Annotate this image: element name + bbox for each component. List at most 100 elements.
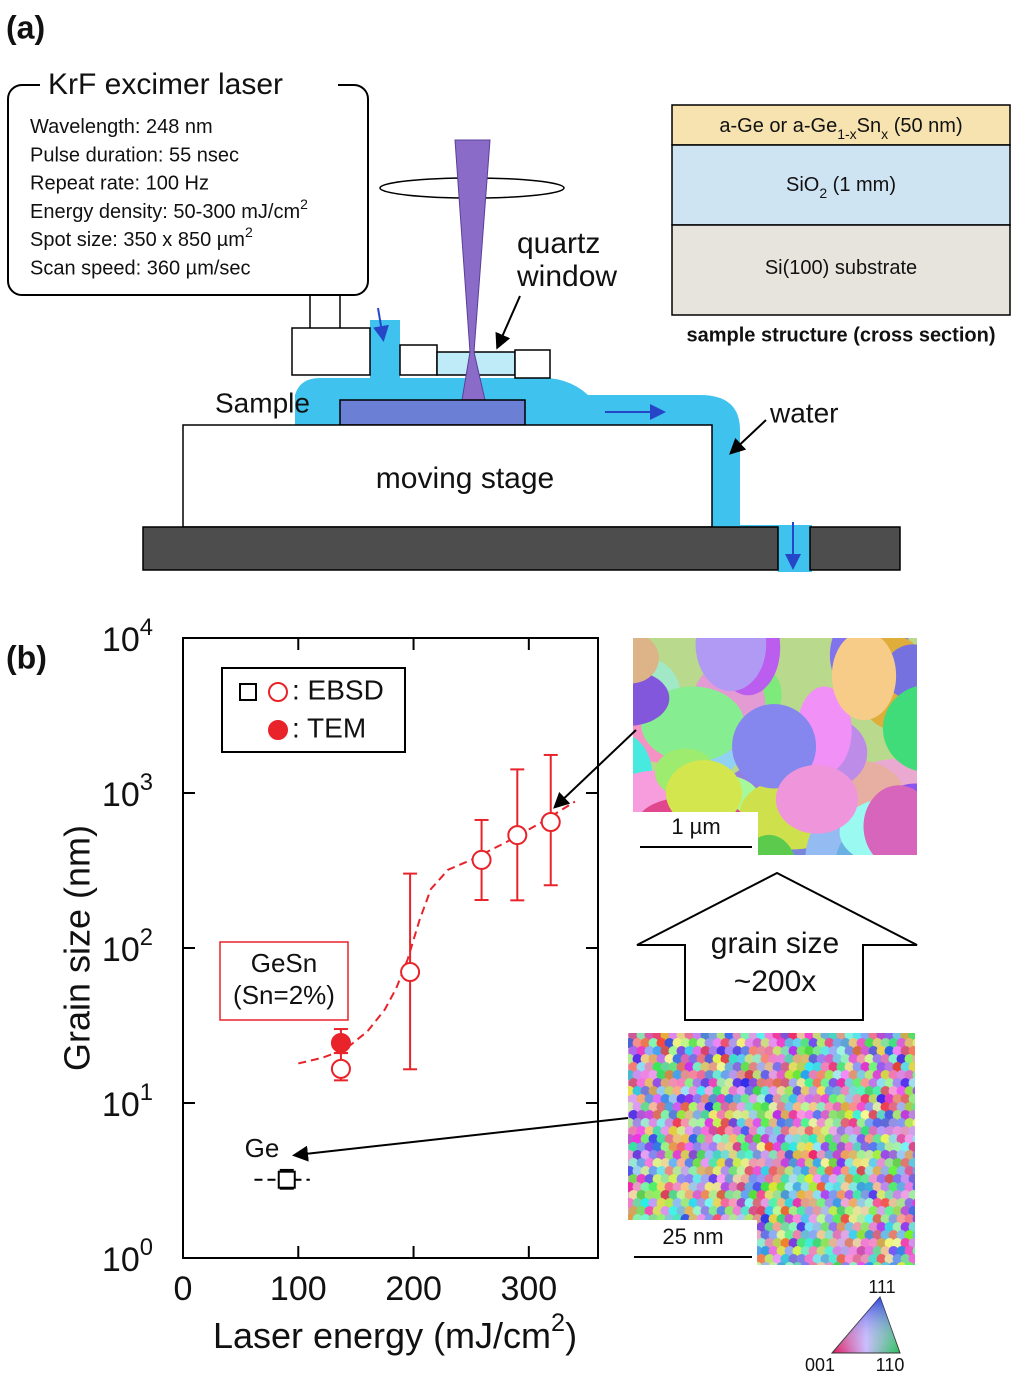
- grain: [896, 1246, 907, 1256]
- grain: [840, 1070, 851, 1080]
- grain: [712, 1038, 723, 1048]
- grain: [844, 1158, 855, 1168]
- grain: [776, 1166, 787, 1176]
- grain: [888, 1182, 899, 1192]
- grain: [848, 1118, 859, 1128]
- grain: [692, 1078, 703, 1088]
- grain: [756, 1062, 767, 1072]
- grain: [804, 1174, 815, 1184]
- grain: [712, 1198, 723, 1208]
- grain: [832, 1054, 843, 1064]
- grain: [784, 1150, 795, 1160]
- grain: [652, 1158, 663, 1168]
- grain: [828, 1222, 839, 1232]
- grain: [872, 1054, 883, 1064]
- grain: [772, 1238, 783, 1248]
- sample-block: [339, 399, 526, 426]
- grain: [744, 1070, 755, 1080]
- laser-spec-part: Energy density: 50-300 mJ/cm: [30, 201, 300, 223]
- grain: [832, 1102, 843, 1112]
- grain: [768, 1246, 779, 1256]
- grain: [848, 1038, 859, 1048]
- grain: [708, 1158, 719, 1168]
- grain: [728, 1198, 739, 1208]
- grain: [904, 1102, 915, 1112]
- grain: [668, 1158, 679, 1168]
- marker: [507, 825, 528, 846]
- grain: [636, 1158, 647, 1168]
- grain: [872, 1166, 883, 1176]
- grain: [840, 1086, 851, 1096]
- grain: [896, 1086, 907, 1096]
- y-tick-exp: 0: [140, 1234, 153, 1261]
- grain: [836, 1206, 847, 1216]
- grain: [784, 1054, 795, 1064]
- grain: [656, 1150, 667, 1160]
- grain: [656, 1038, 667, 1048]
- grain: [824, 1198, 835, 1208]
- grain: [736, 1054, 747, 1064]
- grain: [776, 1086, 787, 1096]
- grain: [628, 1062, 639, 1072]
- grain: [912, 1246, 915, 1256]
- grain: [704, 1070, 715, 1080]
- grain: [636, 1062, 647, 1072]
- grain: [684, 1190, 695, 1200]
- grain: [704, 1054, 715, 1064]
- grain: [724, 1190, 735, 1200]
- y-axis-label: Grain size (nm): [57, 825, 98, 1071]
- grain: [832, 1230, 843, 1240]
- grain: [880, 1038, 891, 1048]
- stage-label: moving stage: [376, 462, 554, 495]
- grain: [736, 1150, 747, 1160]
- grain: [880, 1182, 891, 1192]
- grain: [828, 1254, 839, 1264]
- grain: [756, 1174, 767, 1184]
- grain: [748, 1046, 759, 1056]
- grain: [764, 1142, 775, 1152]
- grain: [896, 1038, 907, 1048]
- grain: [848, 1214, 859, 1224]
- grain: [748, 1094, 759, 1104]
- grain: [700, 1078, 711, 1088]
- grain: [808, 1070, 819, 1080]
- grain: [780, 1238, 791, 1248]
- holder-block: [291, 327, 371, 376]
- grain: [716, 1046, 727, 1056]
- scale-label: 1 µm: [671, 814, 720, 839]
- grain: [828, 1238, 839, 1248]
- grain: [816, 1198, 827, 1208]
- grain: [740, 1142, 751, 1152]
- grain: [884, 1110, 895, 1120]
- grain: [668, 1062, 679, 1072]
- grain: [836, 1222, 847, 1232]
- grain: [828, 1142, 839, 1152]
- grain: [812, 1190, 823, 1200]
- grain: [908, 1142, 915, 1152]
- grain: [832, 1214, 843, 1224]
- grain: [644, 1126, 655, 1136]
- grain: [872, 1086, 883, 1096]
- x-axis-label-part: Laser energy (mJ/cm: [213, 1315, 551, 1356]
- legend-label: : TEM: [292, 712, 366, 743]
- grain: [868, 1158, 879, 1168]
- grain: [764, 1238, 775, 1248]
- grain: [676, 1078, 687, 1088]
- grain: [708, 1110, 719, 1120]
- grain: [740, 1062, 751, 1072]
- grain: [732, 704, 817, 789]
- grain: [776, 1150, 787, 1160]
- grain: [788, 1110, 799, 1120]
- grain: [768, 1102, 779, 1112]
- grain: [904, 1246, 915, 1256]
- grain: [872, 1134, 883, 1144]
- grain: [784, 1070, 795, 1080]
- grain: [832, 1198, 843, 1208]
- grain: [892, 1078, 903, 1088]
- grain: [748, 1206, 759, 1216]
- grain: [796, 1126, 807, 1136]
- grain: [760, 1166, 771, 1176]
- grain: [876, 1126, 887, 1136]
- grain: [880, 1150, 891, 1160]
